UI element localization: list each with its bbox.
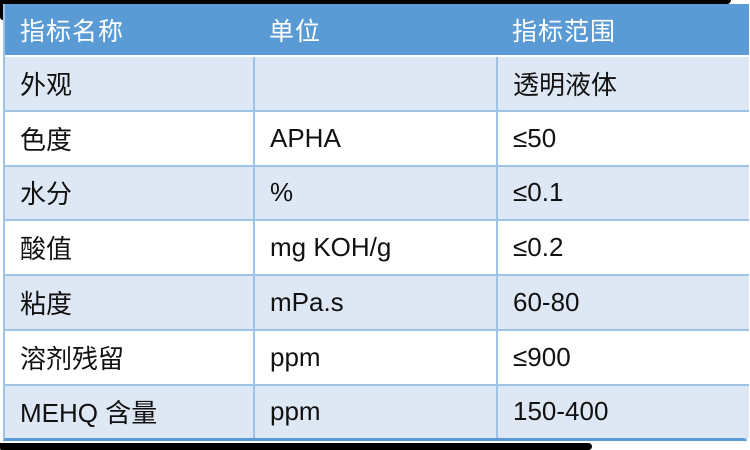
cell-range: ≤50	[496, 109, 749, 167]
cell-unit: mPa.s	[253, 274, 498, 331]
header-row: 指标名称 单位 指标范围	[5, 4, 749, 57]
table-row: 外观 透明液体	[5, 55, 749, 112]
cell-unit	[253, 55, 498, 112]
header-cell-name: 指标名称	[5, 4, 254, 57]
cell-range: ≤0.1	[496, 164, 749, 222]
table-row: 粘度 mPa.s 60-80	[5, 274, 749, 331]
cell-range: 透明液体	[496, 55, 749, 112]
spec-table-body: 外观 透明液体 色度 APHA ≤50 水分% ≤0.1 酸值 mg KOH/g ≤0.2 粘度 mP…	[5, 55, 749, 438]
spec-table-grid: 指标名称 单位 指标范围 外观 透明液体 色度 APHA ≤50 水分% ≤0.1 酸值 mg …	[5, 4, 749, 438]
frame-top-left-corner	[0, 0, 3, 20]
cell-range: ≤0.2	[496, 219, 749, 277]
cell-name: 水分	[5, 164, 255, 222]
cell-range: 60-80	[496, 274, 749, 331]
spec-table: 指标名称 单位 指标范围 外观 透明液体 色度 APHA ≤50 水分% ≤0.1 酸值 mg …	[3, 4, 749, 441]
cell-unit: ppm	[253, 383, 498, 438]
table-row: 酸值 mg KOH/g ≤0.2	[5, 219, 749, 277]
header-cell-range: 指标范围	[497, 4, 749, 57]
cell-unit: %	[253, 164, 498, 222]
cell-unit: APHA	[253, 109, 498, 167]
header-cell-unit: 单位	[254, 4, 497, 57]
cell-unit: ppm	[253, 328, 498, 386]
cell-name: 溶剂残留	[5, 328, 255, 386]
cell-name: 酸值	[5, 219, 255, 277]
cell-name: 色度	[5, 109, 255, 167]
cell-name: 外观	[5, 55, 255, 112]
table-row: 溶剂残留 ppm ≤900	[5, 328, 749, 386]
cell-range: 150-400	[496, 383, 749, 438]
cell-unit: mg KOH/g	[253, 219, 498, 277]
cell-range: ≤900	[496, 328, 749, 386]
cell-name: 粘度	[5, 274, 255, 331]
table-row: 色度 APHA ≤50	[5, 109, 749, 167]
table-row: MEHQ 含量 ppm 150-400	[5, 383, 749, 438]
table-row: 水分% ≤0.1	[5, 164, 749, 222]
frame-top-bar	[0, 0, 731, 4]
cell-name: MEHQ 含量	[5, 383, 255, 438]
frame-bottom-bar	[0, 443, 592, 450]
